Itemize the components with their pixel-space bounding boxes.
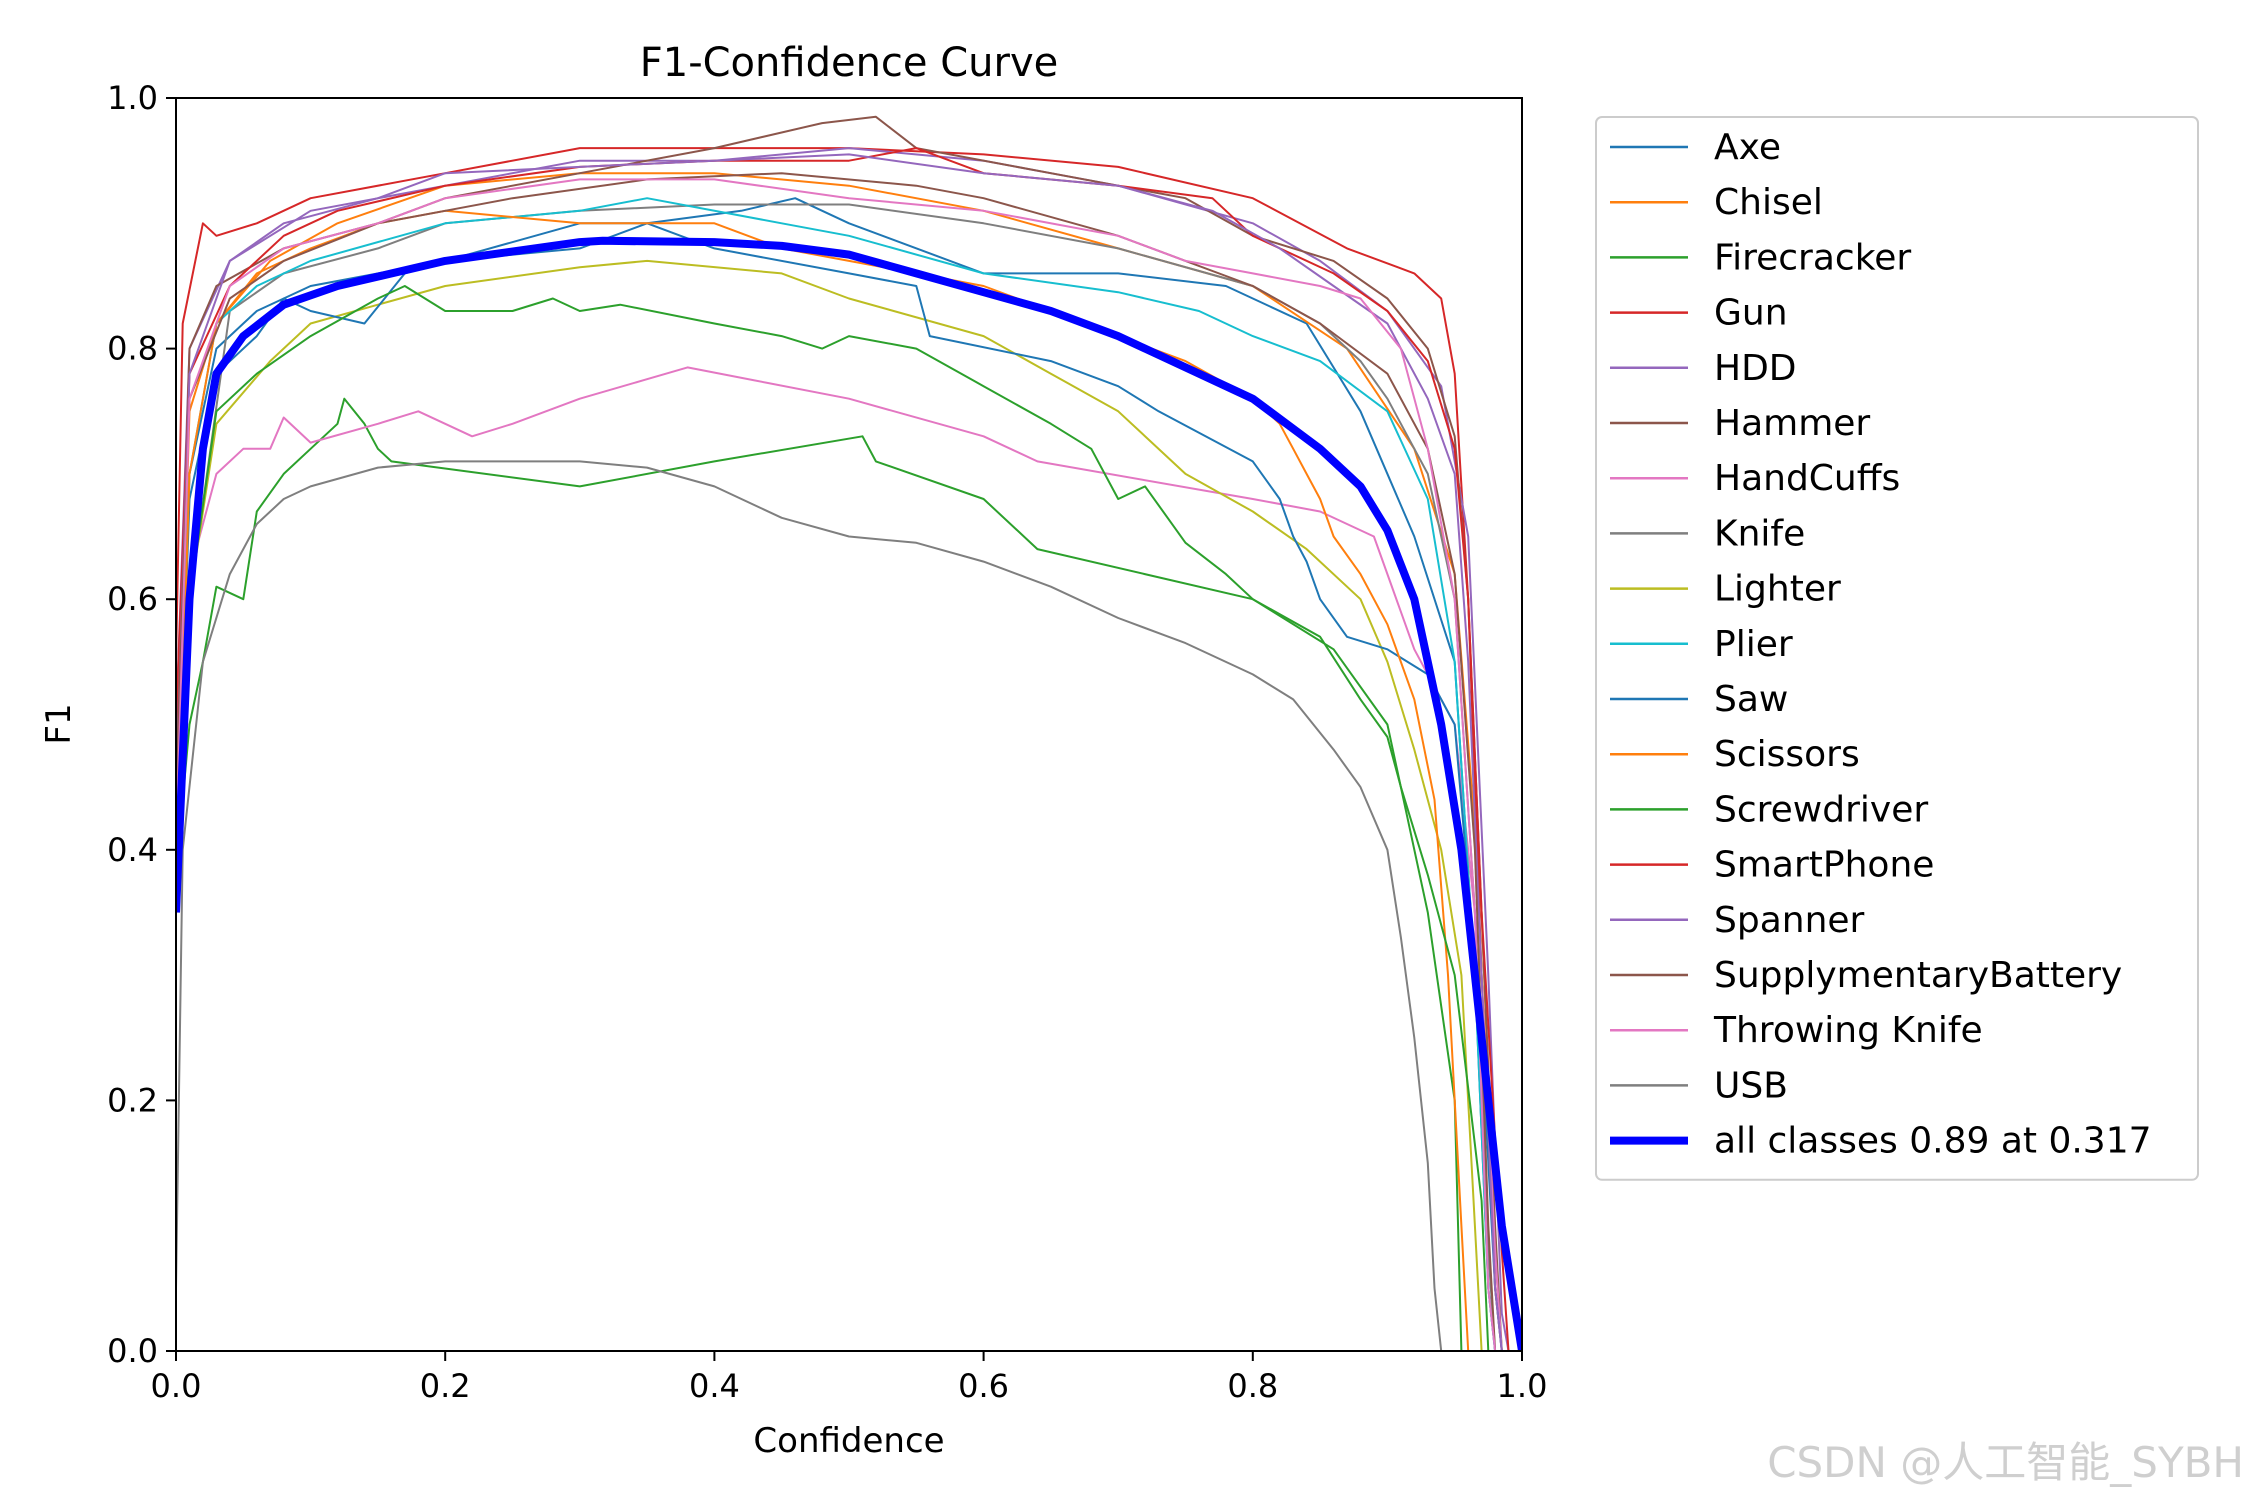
x-tick-label: 1.0 — [1497, 1367, 1548, 1405]
series-line-supplymentarybattery — [176, 172, 1497, 1351]
x-axis-label: Confidence — [753, 1421, 944, 1461]
x-tick-label: 0.6 — [958, 1367, 1009, 1405]
y-tick-label: 0.0 — [107, 1332, 158, 1370]
legend-label: Spanner — [1714, 900, 1865, 941]
series-line-axe — [176, 197, 1497, 1351]
legend-label: all classes 0.89 at 0.317 — [1714, 1121, 2152, 1162]
legend-label: Knife — [1714, 513, 1805, 554]
series-lines — [176, 115, 1522, 1351]
series-line-all-classes-0-89-at-0-317 — [176, 236, 1522, 1351]
series-line-spanner — [176, 153, 1503, 1351]
legend-label: Lighter — [1714, 569, 1841, 610]
x-tick-label: 0.4 — [689, 1367, 740, 1405]
legend-label: Firecracker — [1714, 237, 1911, 278]
series-line-usb — [176, 460, 1443, 1351]
legend-label: Gun — [1714, 293, 1788, 334]
x-tick-label: 0.2 — [420, 1367, 471, 1405]
legend-label: HandCuffs — [1714, 458, 1900, 499]
legend: Axe Chisel Firecracker Gun HDD Hammer HandCuff… — [1595, 116, 2199, 1181]
legend-label: Chisel — [1714, 182, 1823, 223]
x-tick-label: 0.8 — [1227, 1367, 1278, 1405]
legend-label: Plier — [1714, 624, 1793, 665]
y-tick-label: 1.0 — [107, 79, 158, 117]
y-axis-ticks: 0.0 0.2 0.4 0.6 0.8 1.0 — [107, 79, 176, 1370]
series-line-plier — [176, 197, 1497, 1351]
legend-label: Screwdriver — [1714, 789, 1928, 830]
x-tick-label: 0.0 — [151, 1367, 202, 1405]
y-tick-label: 0.8 — [107, 330, 158, 368]
y-axis-label: F1 — [39, 703, 79, 744]
legend-label: USB — [1714, 1065, 1788, 1106]
series-line-firecracker — [176, 397, 1463, 1351]
series-line-gun — [176, 147, 1503, 1351]
legend-label: HDD — [1714, 348, 1797, 389]
legend-label: SmartPhone — [1714, 845, 1934, 886]
legend-label: Saw — [1714, 679, 1788, 720]
y-tick-label: 0.6 — [107, 580, 158, 618]
legend-label: Scissors — [1714, 734, 1860, 775]
series-line-throwing-knife — [176, 178, 1497, 1351]
watermark-text: CSDN @人工智能_SYBH — [1767, 1438, 2244, 1487]
series-line-screwdriver — [176, 285, 1490, 1351]
legend-label: Axe — [1714, 127, 1781, 168]
chart-title: F1-Confidence Curve — [640, 40, 1059, 86]
plot-frame — [175, 97, 1523, 1352]
y-tick-label: 0.2 — [107, 1081, 158, 1119]
legend-label: Throwing Knife — [1713, 1010, 1983, 1051]
series-line-saw — [176, 222, 1503, 1351]
legend-box — [1595, 116, 2199, 1181]
legend-label: SupplymentaryBattery — [1714, 955, 2122, 996]
legend-label: Hammer — [1714, 403, 1870, 444]
y-tick-label: 0.4 — [107, 831, 158, 869]
series-line-handcuffs — [176, 366, 1503, 1351]
x-axis-ticks: 0.0 0.2 0.4 0.6 0.8 1.0 — [151, 1351, 1548, 1405]
